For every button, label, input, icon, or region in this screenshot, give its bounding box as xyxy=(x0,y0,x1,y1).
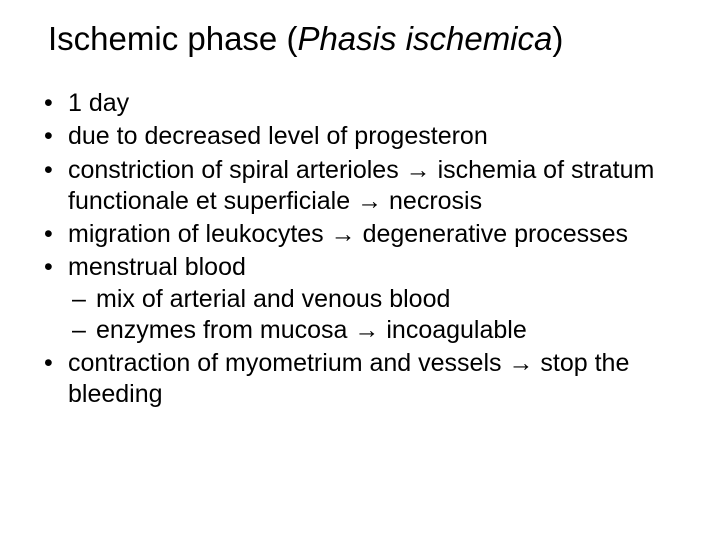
title-italic: Phasis ischemica xyxy=(297,20,552,57)
list-item: contraction of myometrium and vessels → … xyxy=(40,348,690,411)
bullet-list: 1 day due to decreased level of progeste… xyxy=(40,88,690,411)
list-item: constriction of spiral arterioles → isch… xyxy=(40,155,690,218)
sub-list-item: mix of arterial and venous blood xyxy=(68,284,690,315)
bullet-text: contraction of myometrium and vessels → … xyxy=(68,349,629,408)
sub-bullet-text: enzymes from mucosa → incoagulable xyxy=(96,316,527,344)
bullet-text: migration of leukocytes → degenerative p… xyxy=(68,220,628,248)
sub-list: mix of arterial and venous blood enzymes… xyxy=(68,284,690,347)
bullet-text: due to decreased level of progesteron xyxy=(68,122,488,150)
bullet-text: constriction of spiral arterioles → isch… xyxy=(68,156,654,215)
list-item: due to decreased level of progesteron xyxy=(40,121,690,152)
bullet-text: menstrual blood xyxy=(68,253,246,281)
bullet-text: 1 day xyxy=(68,89,129,117)
list-item: menstrual blood mix of arterial and veno… xyxy=(40,252,690,346)
sub-list-item: enzymes from mucosa → incoagulable xyxy=(68,315,690,346)
list-item: 1 day xyxy=(40,88,690,119)
title-plain-close: ) xyxy=(552,20,563,57)
list-item: migration of leukocytes → degenerative p… xyxy=(40,219,690,250)
title-plain-open: Ischemic phase ( xyxy=(48,20,297,57)
sub-bullet-text: mix of arterial and venous blood xyxy=(96,285,450,313)
slide-title: Ischemic phase (Phasis ischemica) xyxy=(48,20,690,58)
